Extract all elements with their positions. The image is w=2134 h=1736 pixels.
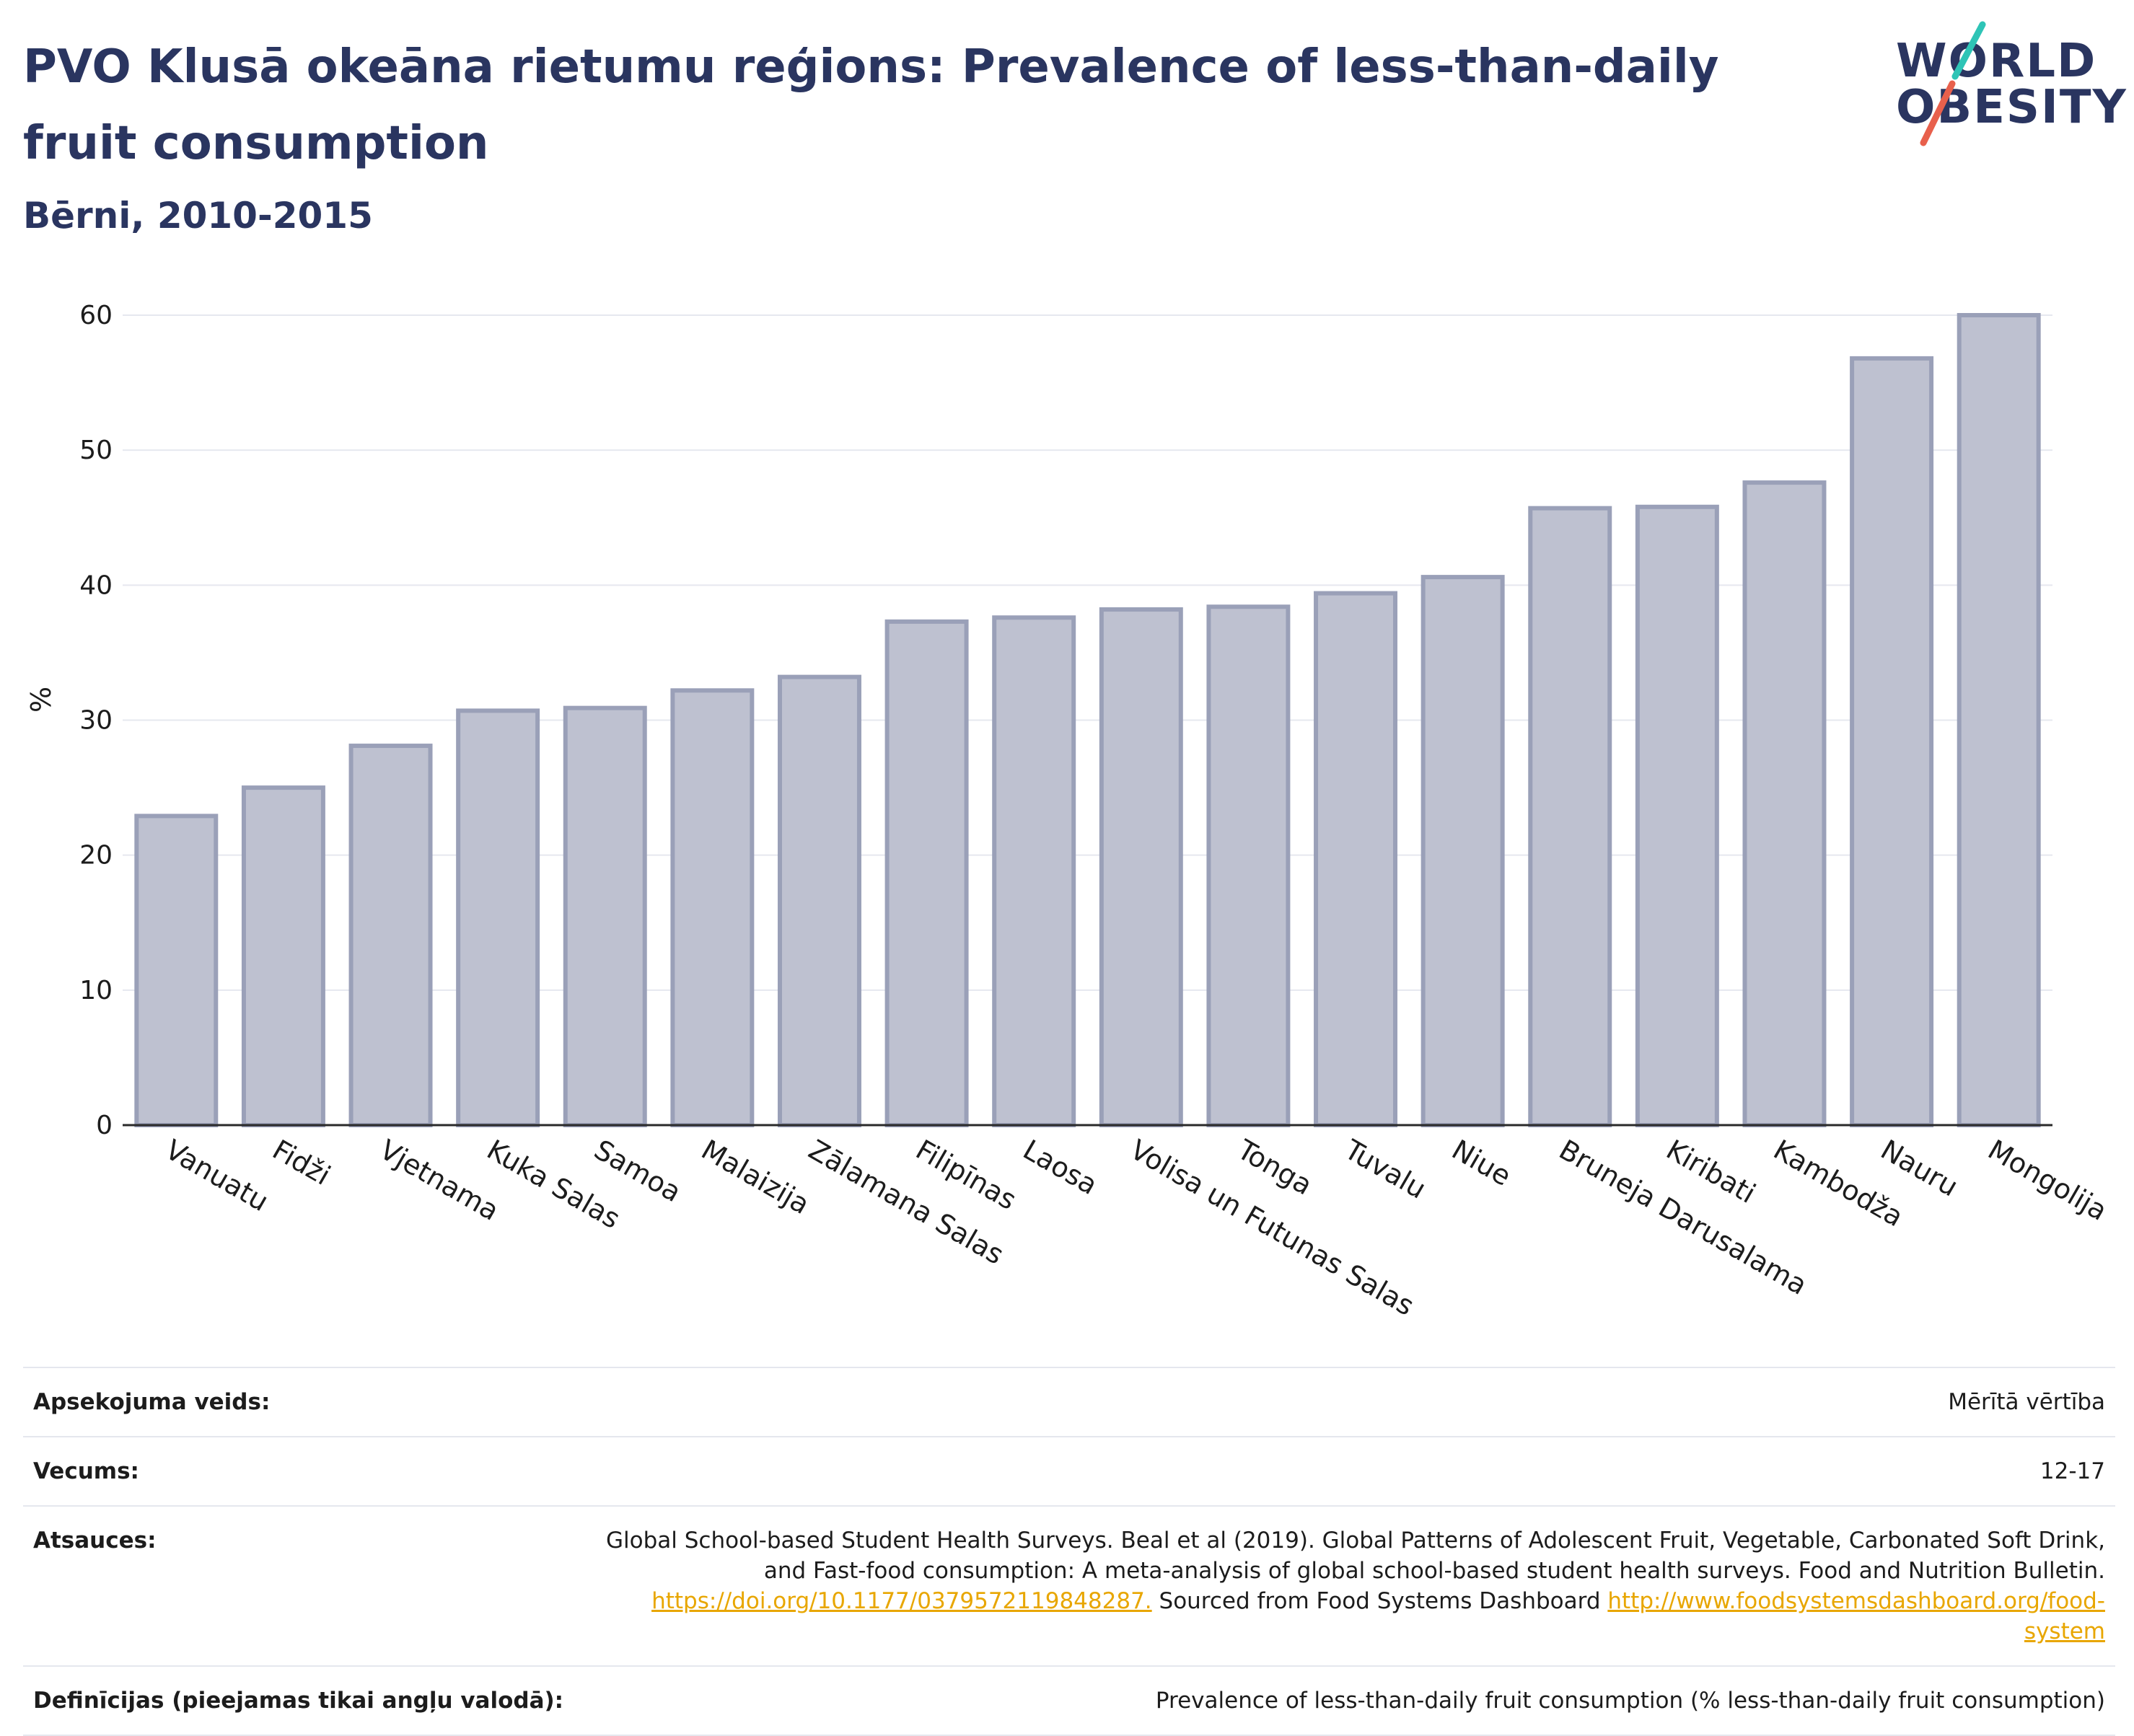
meta-row-age: Vecums: 12-17 (23, 1436, 2115, 1507)
meta-row-definitions: Definīcijas (pieejamas tikai angļu valod… (23, 1665, 2115, 1736)
bar[interactable] (1421, 575, 1505, 1127)
meta-label: Definīcijas (pieejamas tikai angļu valod… (23, 1665, 592, 1736)
bar[interactable] (241, 785, 325, 1127)
y-tick-label: 60 (79, 301, 113, 330)
bar[interactable] (670, 688, 755, 1127)
y-axis-title: % (25, 687, 57, 713)
y-tick-label: 40 (79, 570, 113, 600)
reference-text: Global School-based Student Health Surve… (606, 1528, 2105, 1584)
bar[interactable] (1314, 591, 1398, 1127)
x-tick-label: Niue (1446, 1134, 1516, 1192)
meta-label: Vecums: (23, 1436, 592, 1507)
bar[interactable] (456, 708, 540, 1127)
meta-label: Atsauces: (23, 1505, 592, 1667)
bar[interactable] (884, 619, 969, 1127)
x-tick-label: Fidži (267, 1134, 335, 1191)
bar[interactable] (1742, 480, 1827, 1127)
x-tick-label: Zālamana Salas (803, 1134, 1009, 1271)
x-tick-label: Tuvalu (1339, 1133, 1431, 1205)
meta-row-survey-type: Apsekojuma veids: Mērītā vērtība (23, 1367, 2115, 1437)
bar[interactable] (348, 744, 433, 1127)
reference-source-text: Sourced from Food Systems Dashboard (1159, 1588, 1601, 1614)
x-tick-label: Tonga (1231, 1133, 1317, 1201)
y-tick-label: 50 (79, 436, 113, 465)
meta-value: 12-17 (592, 1436, 2115, 1507)
world-obesity-logo[interactable]: WORLD OBESITY (1883, 20, 2126, 157)
chart-gridlines (123, 314, 2052, 991)
meta-value: Global School-based Student Health Surve… (592, 1505, 2115, 1667)
chart-subtitle: Bērni, 2010-2015 (23, 195, 373, 237)
x-tick-label: Nauru (1876, 1134, 1964, 1203)
bar[interactable] (1099, 607, 1183, 1128)
meta-label: Apsekojuma veids: (23, 1367, 592, 1437)
bar[interactable] (777, 674, 861, 1127)
chart-bars (134, 313, 2041, 1128)
y-tick-label: 10 (79, 976, 113, 1005)
x-tick-label: Mongolija (1982, 1134, 2112, 1227)
bar[interactable] (134, 814, 219, 1127)
logo-slash-icon (1920, 21, 1986, 146)
meta-value: Prevalence of less-than-daily fruit cons… (592, 1665, 2115, 1736)
y-axis-ticks: 0 10 20 30 40 50 60 (79, 301, 113, 1140)
x-tick-label: Laosa (1018, 1134, 1103, 1202)
meta-row-references: Atsauces: Global School-based Student He… (23, 1505, 2115, 1667)
x-tick-label: Vanuatu (160, 1134, 274, 1217)
metadata-table: Apsekojuma veids: Mērītā vērtība Vecums:… (23, 1367, 2115, 1736)
bar[interactable] (1206, 604, 1291, 1127)
bar[interactable] (1528, 506, 1612, 1128)
logo-word-world: WORLD (1896, 35, 2097, 88)
y-tick-label: 20 (79, 841, 113, 871)
y-tick-label: 0 (96, 1111, 113, 1140)
meta-value: Mērītā vērtība (592, 1367, 2115, 1437)
bar[interactable] (1635, 504, 1719, 1127)
y-tick-label: 30 (79, 706, 113, 736)
x-tick-label: Malaizija (696, 1134, 815, 1221)
bar[interactable] (1850, 356, 1934, 1128)
food-systems-dashboard-link[interactable]: http://www.foodsystemsdashboard.org/food… (1607, 1588, 2105, 1644)
x-tick-label: Vjetnama (374, 1134, 504, 1227)
chart-title: PVO Klusā okeāna rietumu reģions: Preval… (23, 40, 1719, 170)
bar[interactable] (992, 615, 1076, 1127)
doi-link[interactable]: https://doi.org/10.1177/0379572119848287… (651, 1588, 1152, 1614)
bar[interactable] (1957, 313, 2041, 1127)
bar[interactable] (563, 705, 647, 1127)
